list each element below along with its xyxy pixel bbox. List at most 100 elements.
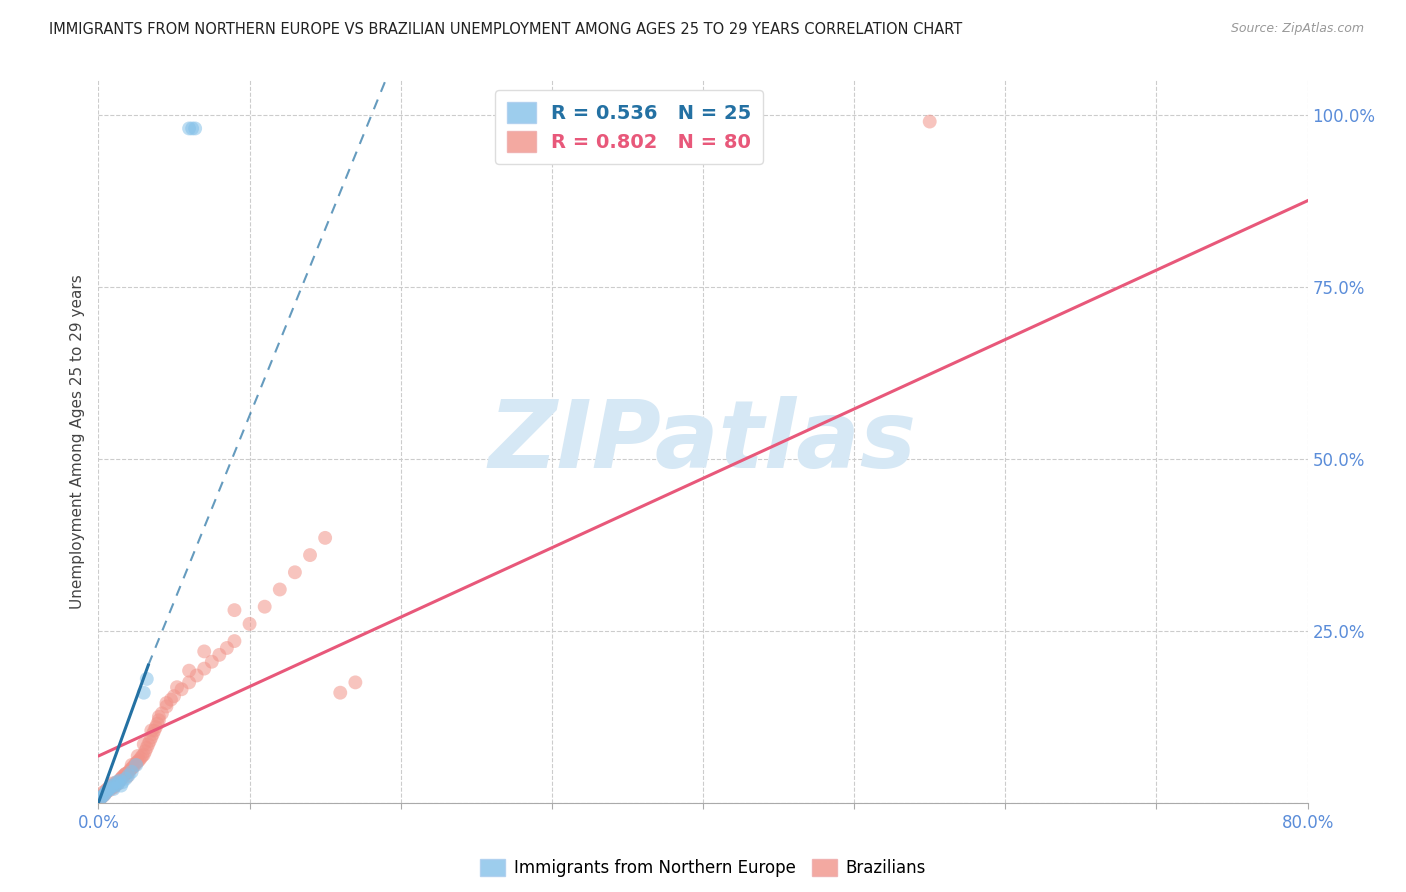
Point [124,758,146,772]
Point [108,773,131,788]
Point [114,772,136,786]
Point [89,792,111,806]
Point [150,706,173,721]
Point [201,655,224,669]
Point [94,785,117,799]
Point [134,744,156,758]
Point [141,723,163,738]
Point [114,767,136,781]
Point [135,672,157,686]
Point [193,644,215,658]
Point [918,114,941,128]
Point [90,790,112,805]
Point [101,779,124,793]
Point [101,780,124,795]
Point [115,770,138,784]
Point [118,764,141,779]
Point [120,763,142,777]
Point [129,751,152,765]
Point [111,770,134,784]
Point [224,603,246,617]
Point [329,686,352,700]
Point [284,566,307,580]
Point [100,779,122,793]
Point [105,775,128,789]
Point [239,616,262,631]
Point [131,749,153,764]
Point [148,713,170,727]
Point [139,734,162,748]
Point [121,758,143,772]
Point [111,775,134,789]
Point [93,788,115,802]
Point [107,776,129,790]
Point [135,740,157,755]
Point [132,686,155,700]
Point [104,779,127,793]
Point [94,783,117,797]
Point [121,764,143,779]
Point [94,785,117,799]
Point [314,531,336,545]
Point [148,710,170,724]
Point [155,696,177,710]
Point [125,758,148,772]
Point [141,731,163,745]
Point [104,779,127,793]
Point [269,582,291,597]
Legend: R = 0.536   N = 25, R = 0.802   N = 80: R = 0.536 N = 25, R = 0.802 N = 80 [495,90,763,163]
Point [98,782,121,797]
Point [179,675,201,690]
Point [163,689,186,703]
Point [179,121,201,136]
Point [132,747,155,762]
Point [91,789,114,803]
Point [125,756,148,770]
Point [142,727,165,741]
Point [208,648,231,662]
Point [108,773,131,788]
Point [132,737,155,751]
Point [90,789,112,803]
Point [114,767,136,781]
Point [160,692,183,706]
Point [193,662,215,676]
Point [143,723,166,738]
Text: Source: ZipAtlas.com: Source: ZipAtlas.com [1230,22,1364,36]
Point [107,776,129,790]
Point [101,776,124,790]
Point [89,792,111,806]
Point [103,782,125,797]
Point [89,792,111,806]
Point [186,668,208,682]
Point [91,785,114,799]
Point [215,640,238,655]
Text: IMMIGRANTS FROM NORTHERN EUROPE VS BRAZILIAN UNEMPLOYMENT AMONG AGES 25 TO 29 YE: IMMIGRANTS FROM NORTHERN EUROPE VS BRAZI… [49,22,963,37]
Point [96,782,118,797]
Point [118,768,141,782]
Point [179,664,201,678]
Legend: Immigrants from Northern Europe, Brazilians: Immigrants from Northern Europe, Brazili… [474,852,932,884]
Point [110,772,132,786]
Point [128,753,150,767]
Point [105,776,128,790]
Point [98,783,121,797]
Point [136,737,159,751]
Point [122,760,145,774]
Point [98,780,121,795]
Y-axis label: Unemployment Among Ages 25 to 29 years: Unemployment Among Ages 25 to 29 years [69,274,84,609]
Point [184,121,207,136]
Point [253,599,276,614]
Point [91,789,114,803]
Point [166,680,188,694]
Point [146,716,169,731]
Point [145,720,167,734]
Point [155,699,177,714]
Point [127,749,149,764]
Point [170,682,193,697]
Point [299,548,322,562]
Point [112,768,135,782]
Point [105,775,128,789]
Point [93,788,115,802]
Point [103,780,125,795]
